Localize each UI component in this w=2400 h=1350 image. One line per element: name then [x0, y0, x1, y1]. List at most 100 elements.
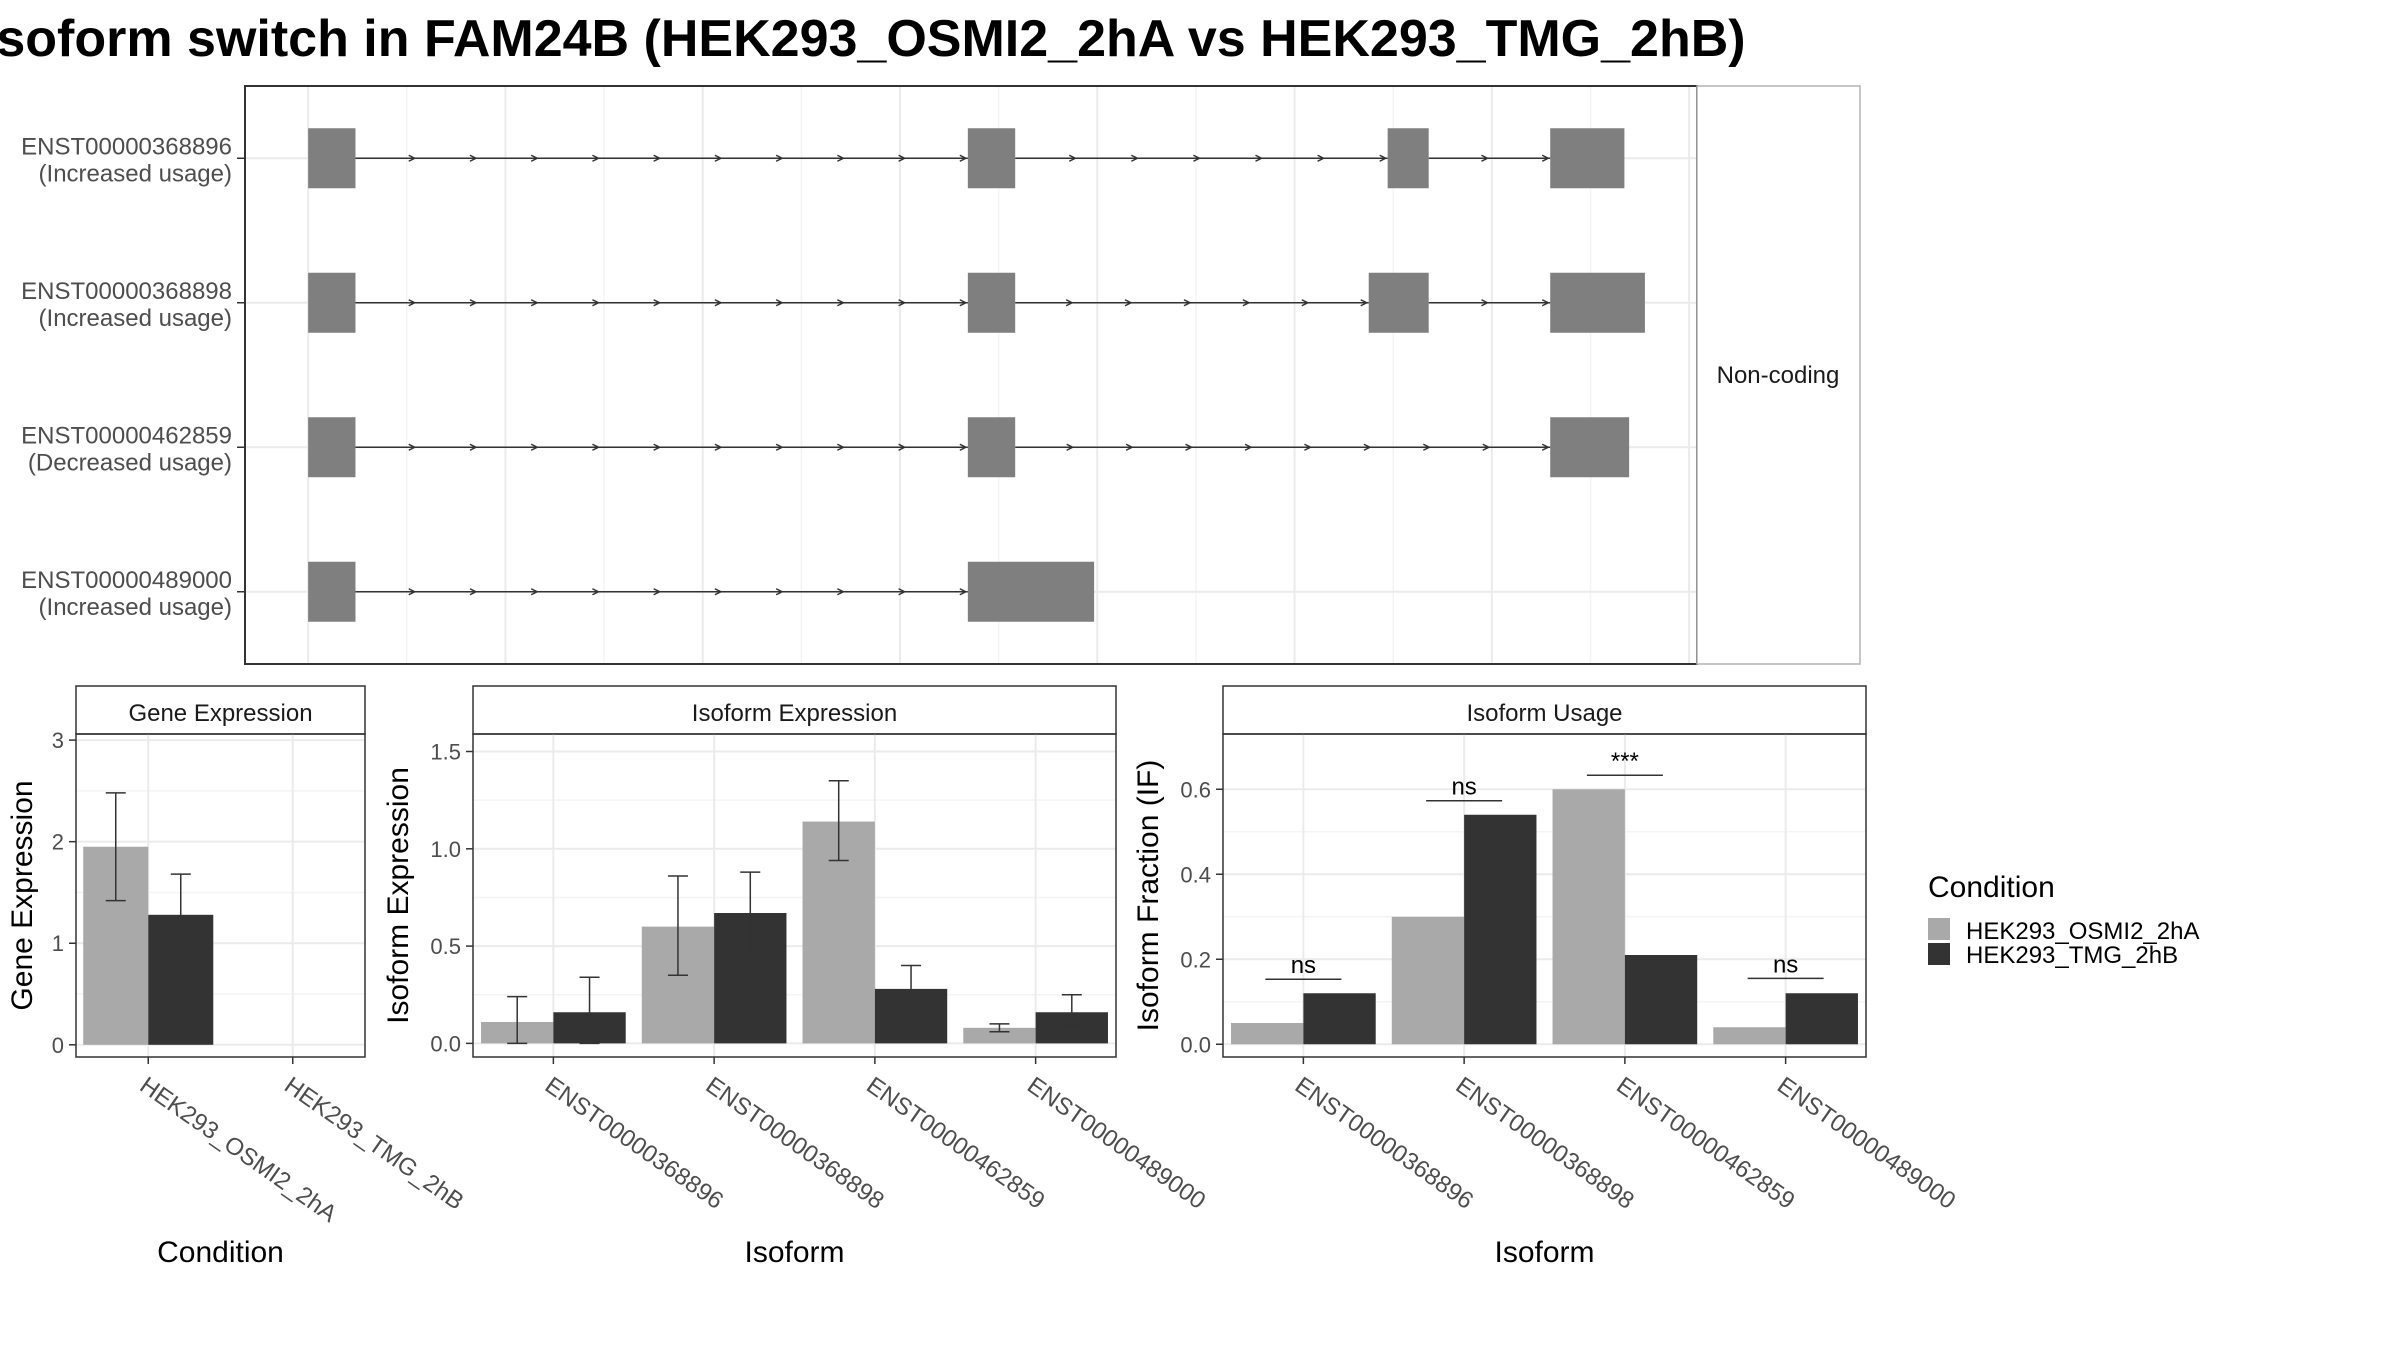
intron-arrow — [775, 443, 784, 451]
y-tick-label: 1.0 — [430, 837, 461, 862]
y-tick-label: 0.5 — [430, 934, 461, 959]
intron-arrow — [775, 588, 784, 596]
exon-box — [308, 272, 356, 333]
exon-box — [967, 128, 1016, 189]
structure-strip — [1696, 85, 1861, 665]
legend-label-cond-a: HEK293_OSMI2_2hA — [1966, 918, 2199, 945]
intron-arrow — [1125, 443, 1134, 451]
bar — [1303, 993, 1376, 1045]
x-axis-title: Isoform — [1494, 1236, 1594, 1269]
y-axis: 0.0 0.2 0.4 0.6 — [1180, 777, 1223, 1057]
intron-arrow — [837, 443, 846, 451]
isoform-id-label: ENST00000462859 — [21, 422, 232, 449]
y-tick-label: 0 — [52, 1033, 64, 1058]
legend-key-cond-a — [1928, 918, 1950, 940]
intron-arrow — [1068, 154, 1077, 162]
intron-arrow — [469, 443, 478, 451]
intron-arrow — [1541, 299, 1550, 307]
exon-box — [308, 561, 356, 622]
y-tick-label: 1 — [52, 931, 64, 956]
bar — [1552, 789, 1625, 1045]
significance-label: ns — [1291, 952, 1316, 979]
intron-arrow — [898, 299, 907, 307]
exon-box — [967, 272, 1016, 333]
intron-arrow — [714, 588, 723, 596]
intron-arrow — [837, 299, 846, 307]
intron-arrow — [1482, 443, 1491, 451]
y-axis-title: Isoform Expression — [382, 767, 415, 1024]
bar — [1464, 814, 1537, 1045]
intron-arrow — [592, 588, 601, 596]
y-axis: 0.0 0.5 1.0 1.5 — [430, 740, 473, 1056]
bar-series-group — [83, 792, 214, 1045]
exon-box — [967, 561, 1095, 622]
exon-box — [308, 417, 356, 478]
x-tick-label: ENST00000462859 — [861, 1072, 1049, 1215]
intron-arrow — [469, 299, 478, 307]
bar — [1713, 1027, 1786, 1045]
y-axis-title: Isoform Fraction (IF) — [1132, 760, 1165, 1032]
intron-arrow — [898, 443, 907, 451]
intron-arrow — [959, 443, 968, 451]
isoform-label: ENST00000368898(Increased usage) — [21, 278, 245, 332]
legend-label-cond-b: HEK293_TMG_2hB — [1966, 942, 2178, 969]
exon-box — [308, 128, 356, 189]
isoform-label: ENST00000462859(Decreased usage) — [21, 422, 245, 476]
intron-arrow — [714, 443, 723, 451]
x-axis: ENST00000368896ENST00000368898ENST000004… — [540, 1057, 1210, 1215]
intron-arrow — [530, 299, 539, 307]
legend: Condition HEK293_OSMI2_2hA HEK293_TMG_2h… — [1928, 871, 2199, 969]
y-tick-label: 2 — [52, 830, 64, 855]
intron-arrow — [775, 299, 784, 307]
isoform-label: ENST00000368896(Increased usage) — [21, 133, 245, 187]
exon-box — [1368, 272, 1429, 333]
intron-arrow — [1066, 443, 1075, 451]
intron-arrow — [408, 154, 417, 162]
isoform-usage-panel: Isoform Usage ns ns *** ns 0.0 0.2 0.4 0.6 Isofor… — [1132, 685, 1960, 1269]
intron-arrow — [775, 154, 784, 162]
exon-box — [967, 417, 1016, 478]
intron-arrow — [653, 154, 662, 162]
structure-strip-label: Non-coding — [1717, 362, 1840, 389]
intron-arrow — [1422, 443, 1431, 451]
intron-arrow — [1131, 154, 1140, 162]
intron-arrow — [1301, 299, 1310, 307]
panel-border — [75, 733, 366, 1058]
intron-arrow — [408, 299, 417, 307]
x-tick-label: ENST00000489000 — [1022, 1072, 1210, 1215]
panel-gridlines — [473, 734, 1116, 1057]
isoform-track — [308, 128, 1625, 189]
intron-arrow — [1317, 154, 1326, 162]
panel-strip — [1222, 685, 1867, 735]
isoform-track — [308, 561, 1095, 622]
y-tick-label: 0.2 — [1180, 947, 1211, 972]
intron-arrow — [1541, 443, 1550, 451]
intron-arrow — [1541, 154, 1550, 162]
significance-label: ns — [1451, 774, 1476, 801]
x-tick-label: ENST00000368896 — [1290, 1072, 1478, 1215]
intron-arrow — [1481, 299, 1490, 307]
isoform-id-label: ENST00000368898 — [21, 278, 232, 305]
intron-arrow — [1360, 299, 1369, 307]
intron-arrow — [959, 299, 968, 307]
panel-strip-title: Gene Expression — [128, 700, 312, 727]
y-axis-title: Gene Expression — [6, 780, 39, 1010]
significance-group: ns ns *** ns — [1265, 748, 1824, 980]
panel-border — [1222, 733, 1867, 1058]
intron-arrow — [592, 299, 601, 307]
x-tick-label: ENST00000368898 — [1451, 1072, 1639, 1215]
isoform-status-label: (Increased usage) — [39, 160, 232, 187]
x-tick-label: ENST00000368896 — [540, 1072, 728, 1215]
panel-border — [472, 733, 1117, 1058]
isoform-expression-panel: Isoform Expression 0.0 0.5 1.0 1.5 Isoform Ex… — [382, 685, 1210, 1269]
intron-arrow — [653, 588, 662, 596]
intron-arrow — [837, 588, 846, 596]
intron-arrow — [530, 443, 539, 451]
y-tick-label: 0.4 — [1180, 862, 1211, 887]
y-tick-label: 0.0 — [1180, 1032, 1211, 1057]
significance-label: *** — [1611, 748, 1639, 775]
y-tick-label: 0.6 — [1180, 777, 1211, 802]
intron-arrow — [1379, 154, 1388, 162]
x-tick-label: ENST00000489000 — [1772, 1072, 1960, 1215]
